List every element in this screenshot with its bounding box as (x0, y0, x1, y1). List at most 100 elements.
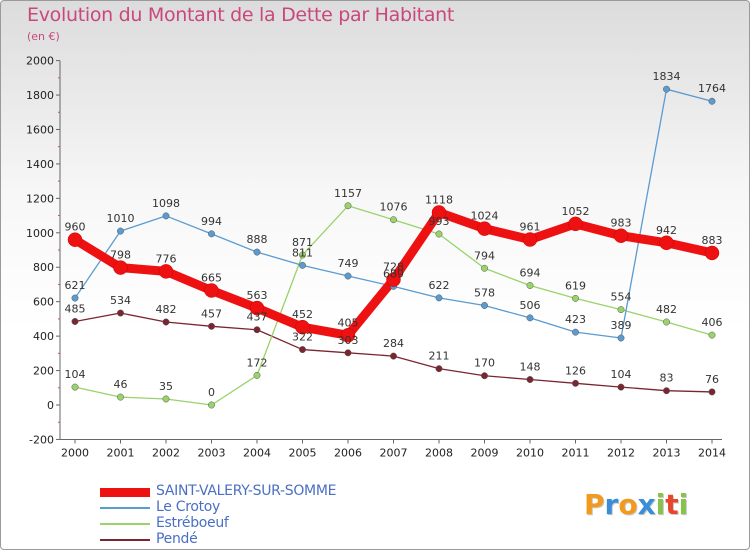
logo-letter: t (665, 488, 679, 521)
legend-swatch-estreboeuf (100, 523, 150, 525)
data-point-estreboeuf (253, 371, 261, 379)
data-label-saint-valery: 665 (201, 271, 222, 284)
data-label-estreboeuf: 1076 (380, 201, 408, 214)
legend-label-saint-valery: SAINT-VALERY-SUR-SOMME (156, 483, 337, 499)
data-label-saint-valery: 452 (292, 308, 313, 321)
logo-letter: P (584, 488, 605, 521)
data-label-le-crotoy: 389 (611, 319, 632, 332)
data-label-estreboeuf: 0 (208, 386, 215, 399)
data-point-saint-valery (613, 228, 629, 243)
data-label-le-crotoy: 689 (383, 267, 404, 280)
data-point-saint-valery (67, 232, 83, 247)
data-label-le-crotoy: 811 (292, 246, 313, 259)
data-label-le-crotoy: 994 (201, 215, 222, 228)
legend-swatch-le-crotoy (100, 507, 150, 509)
data-point-saint-valery (659, 235, 674, 251)
data-point-le-crotoy (71, 294, 79, 302)
data-point-estreboeuf (572, 294, 579, 302)
data-point-estreboeuf (344, 202, 352, 210)
data-label-estreboeuf: 619 (565, 279, 586, 292)
data-label-pende: 104 (611, 368, 632, 381)
data-point-pende (117, 309, 124, 317)
data-label-pende: 211 (429, 350, 450, 363)
data-label-le-crotoy: 423 (565, 313, 586, 326)
data-label-estreboeuf: 993 (429, 215, 450, 228)
data-label-estreboeuf: 35 (159, 380, 173, 393)
data-point-estreboeuf (708, 331, 716, 339)
data-label-pende: 457 (201, 307, 222, 320)
data-point-pende (253, 326, 261, 334)
data-label-estreboeuf: 794 (474, 249, 495, 262)
data-label-estreboeuf: 694 (520, 266, 541, 279)
data-point-estreboeuf (208, 401, 215, 409)
x-tick-label: 2005 (289, 446, 317, 459)
data-label-saint-valery: 728 (383, 261, 404, 274)
points-layer (67, 85, 720, 409)
data-point-estreboeuf (71, 383, 79, 391)
y-tick-label: 200 (33, 365, 54, 378)
y-tick-label: 1400 (26, 158, 54, 171)
data-point-pende (617, 383, 625, 391)
x-tick-label: 2006 (334, 446, 362, 459)
data-labels-layer: 485 534 482 457 437 322 303 284 211 170 148 126 104 8… (65, 70, 727, 399)
x-tick-label: 2001 (107, 446, 135, 459)
x-tick-label: 2008 (425, 446, 453, 459)
data-label-estreboeuf: 46 (114, 378, 128, 391)
data-point-saint-valery (295, 319, 310, 335)
data-point-pende (708, 388, 716, 396)
data-point-saint-valery (204, 283, 219, 298)
data-label-pende: 83 (660, 372, 674, 385)
data-label-le-crotoy: 888 (247, 233, 268, 246)
data-point-le-crotoy (208, 230, 215, 238)
x-tick-label: 2013 (653, 446, 681, 459)
data-point-le-crotoy (481, 302, 488, 309)
data-point-estreboeuf (526, 282, 534, 289)
x-tick-label: 2007 (380, 446, 408, 459)
x-tick-label: 2014 (698, 446, 726, 459)
data-label-saint-valery: 405 (338, 316, 359, 329)
data-label-estreboeuf: 482 (656, 303, 677, 316)
data-label-estreboeuf: 104 (65, 368, 86, 381)
data-point-pende (663, 387, 670, 395)
x-tick-label: 2011 (562, 446, 590, 459)
data-label-saint-valery: 942 (656, 224, 677, 237)
data-label-estreboeuf: 1157 (334, 187, 362, 200)
data-point-le-crotoy (663, 85, 670, 93)
y-tick-label: 1200 (26, 192, 54, 205)
data-label-saint-valery: 960 (65, 221, 86, 234)
x-tick-label: 2003 (198, 446, 226, 459)
y-tick-label: 400 (33, 330, 54, 343)
data-point-estreboeuf (481, 264, 488, 272)
data-label-le-crotoy: 749 (338, 257, 359, 270)
data-point-saint-valery (704, 245, 720, 261)
data-point-saint-valery (568, 216, 583, 232)
data-point-estreboeuf (663, 318, 670, 326)
data-point-le-crotoy (253, 248, 261, 256)
legend-swatch-pende (100, 539, 150, 541)
data-point-le-crotoy (526, 314, 534, 322)
data-point-estreboeuf (117, 393, 124, 401)
data-point-le-crotoy (572, 328, 579, 336)
data-label-pende: 534 (110, 294, 131, 307)
data-label-le-crotoy: 1098 (152, 197, 180, 210)
data-point-pende (435, 365, 443, 373)
data-label-pende: 482 (156, 303, 177, 316)
x-tick-label: 2002 (152, 446, 180, 459)
data-point-saint-valery (431, 205, 447, 220)
chart-title: Evolution du Montant de la Dette par Hab… (27, 4, 455, 26)
data-label-le-crotoy: 1010 (107, 212, 135, 225)
data-label-le-crotoy: 1764 (698, 82, 726, 95)
y-tick-label: -200 (29, 433, 54, 446)
data-label-saint-valery: 563 (247, 289, 268, 302)
axes: -200 0 200 400 600 800 1000 1200 1400 1600 1800 200… (26, 55, 726, 460)
y-tick-label: 1000 (26, 227, 54, 240)
data-point-le-crotoy (117, 227, 124, 235)
y-tick-label: 1600 (26, 123, 54, 136)
data-point-saint-valery (477, 221, 492, 236)
logo-letter: x (637, 488, 656, 521)
data-label-saint-valery: 1052 (562, 205, 590, 218)
data-point-le-crotoy (344, 272, 352, 280)
data-point-estreboeuf (162, 395, 170, 403)
